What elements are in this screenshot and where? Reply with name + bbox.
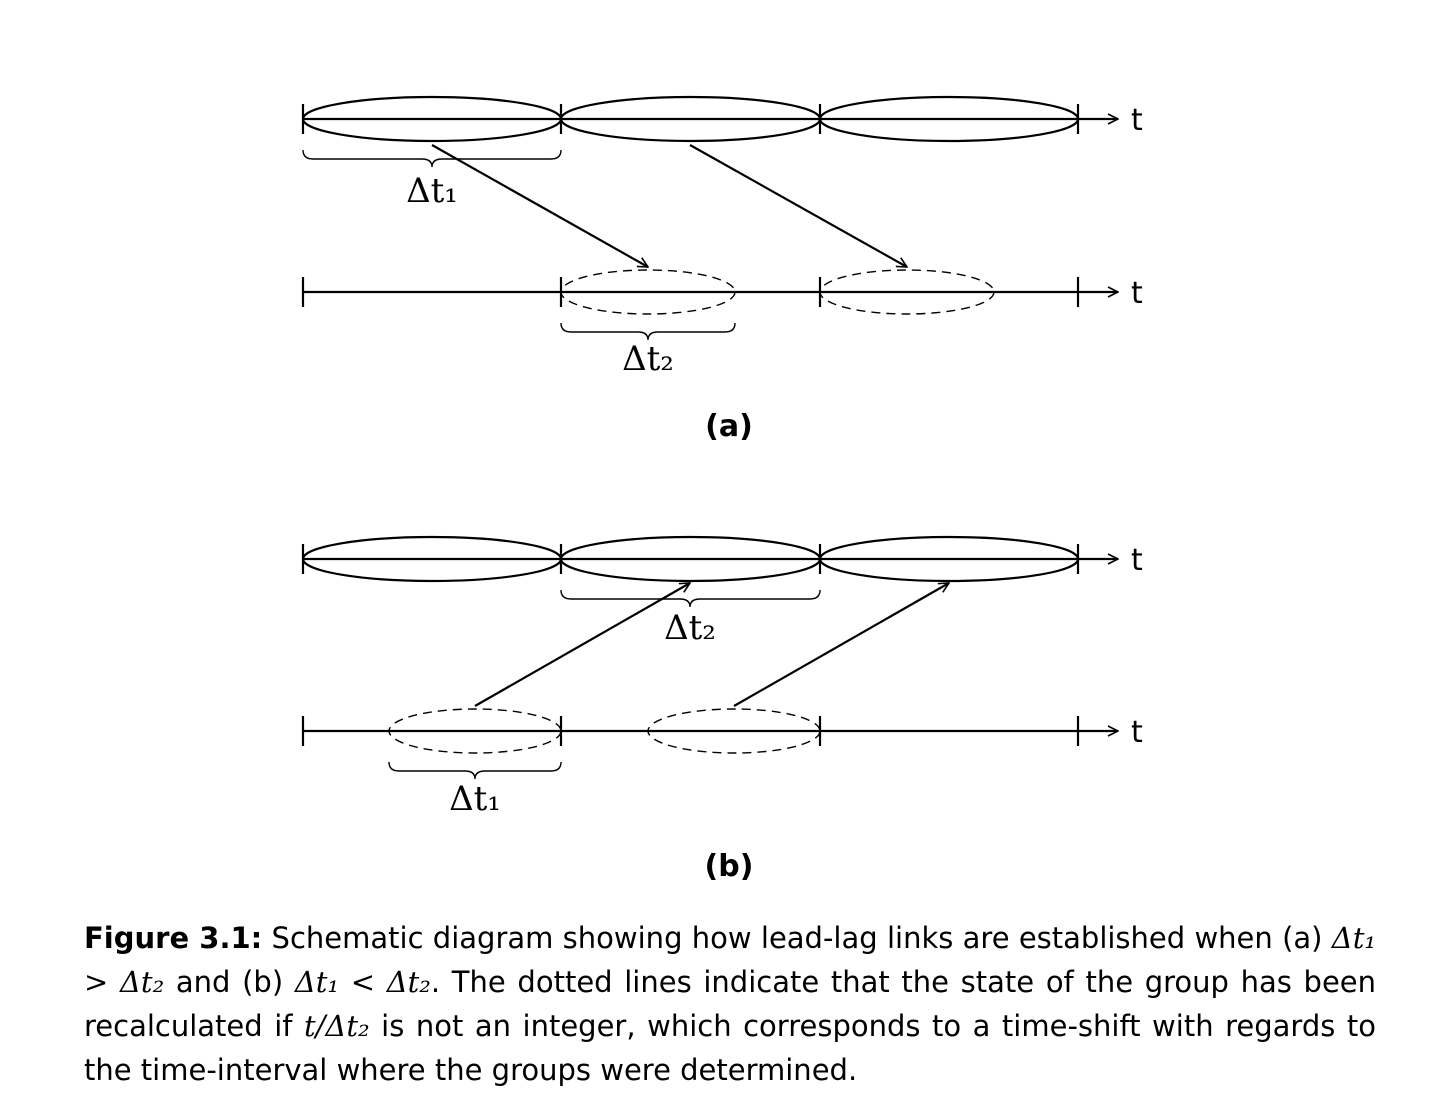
lead-lag-schematic: t Δt₁ t Δt₂ (a) <box>301 95 1143 884</box>
caption-text: Schematic diagram showing how lead-lag l… <box>262 921 1332 955</box>
caption-text: is not an integer, which corresponds to … <box>84 1009 1376 1087</box>
lead-lag-arrow <box>733 582 949 707</box>
recalculated-group-ellipse <box>819 269 995 315</box>
group-ellipse <box>818 535 1080 583</box>
brace-label-delta-t1: Δt₁ <box>449 779 501 819</box>
brace-label-delta-t2: Δt₂ <box>622 339 674 379</box>
panel-a: t Δt₁ t Δt₂ (a) <box>301 95 1143 444</box>
brace-label-delta-t1: Δt₁ <box>406 171 458 211</box>
lead-lag-arrow <box>431 144 648 268</box>
panel-b-top-timeline: t <box>301 535 1143 583</box>
figure-caption: Figure 3.1: Schematic diagram showing ho… <box>84 916 1376 1092</box>
axis-label-t: t <box>1131 543 1143 578</box>
panel-label-a: (a) <box>705 409 753 444</box>
brace-b-top: Δt₂ <box>560 589 821 648</box>
brace-a-bottom: Δt₂ <box>560 322 736 379</box>
panel-b-bottom-timeline: t <box>301 708 1143 754</box>
axis-label-t: t <box>1131 276 1143 311</box>
recalculated-group-ellipse <box>560 269 736 315</box>
brace-label-delta-t2: Δt₂ <box>664 608 716 648</box>
panel-a-bottom-timeline: t <box>301 269 1143 315</box>
panel-label-b: (b) <box>705 849 754 884</box>
panel-b: t Δt₂ t Δt₁ (b) <box>301 535 1143 884</box>
caption-label: Figure 3.1: <box>84 921 263 955</box>
group-ellipse <box>818 95 1080 143</box>
lead-lag-arrow <box>689 144 907 268</box>
caption-math: Δt₁ > Δt₂ <box>84 921 1376 999</box>
brace-a-top: Δt₁ <box>302 149 562 211</box>
caption-text: and (b) <box>164 965 295 999</box>
brace-b-bottom: Δt₁ <box>388 761 562 819</box>
caption-math: Δt₁ < Δt₂ <box>294 965 431 999</box>
axis-label-t: t <box>1131 715 1143 750</box>
lead-lag-arrow <box>474 582 690 707</box>
panel-a-top-timeline: t <box>301 95 1143 143</box>
axis-label-t: t <box>1131 103 1143 138</box>
recalculated-group-ellipse <box>647 708 821 754</box>
caption-text: . The dotted lines indicate that the sta… <box>84 965 1377 1043</box>
caption-math: t/Δt₂ <box>303 1009 370 1043</box>
recalculated-group-ellipse <box>388 708 562 754</box>
